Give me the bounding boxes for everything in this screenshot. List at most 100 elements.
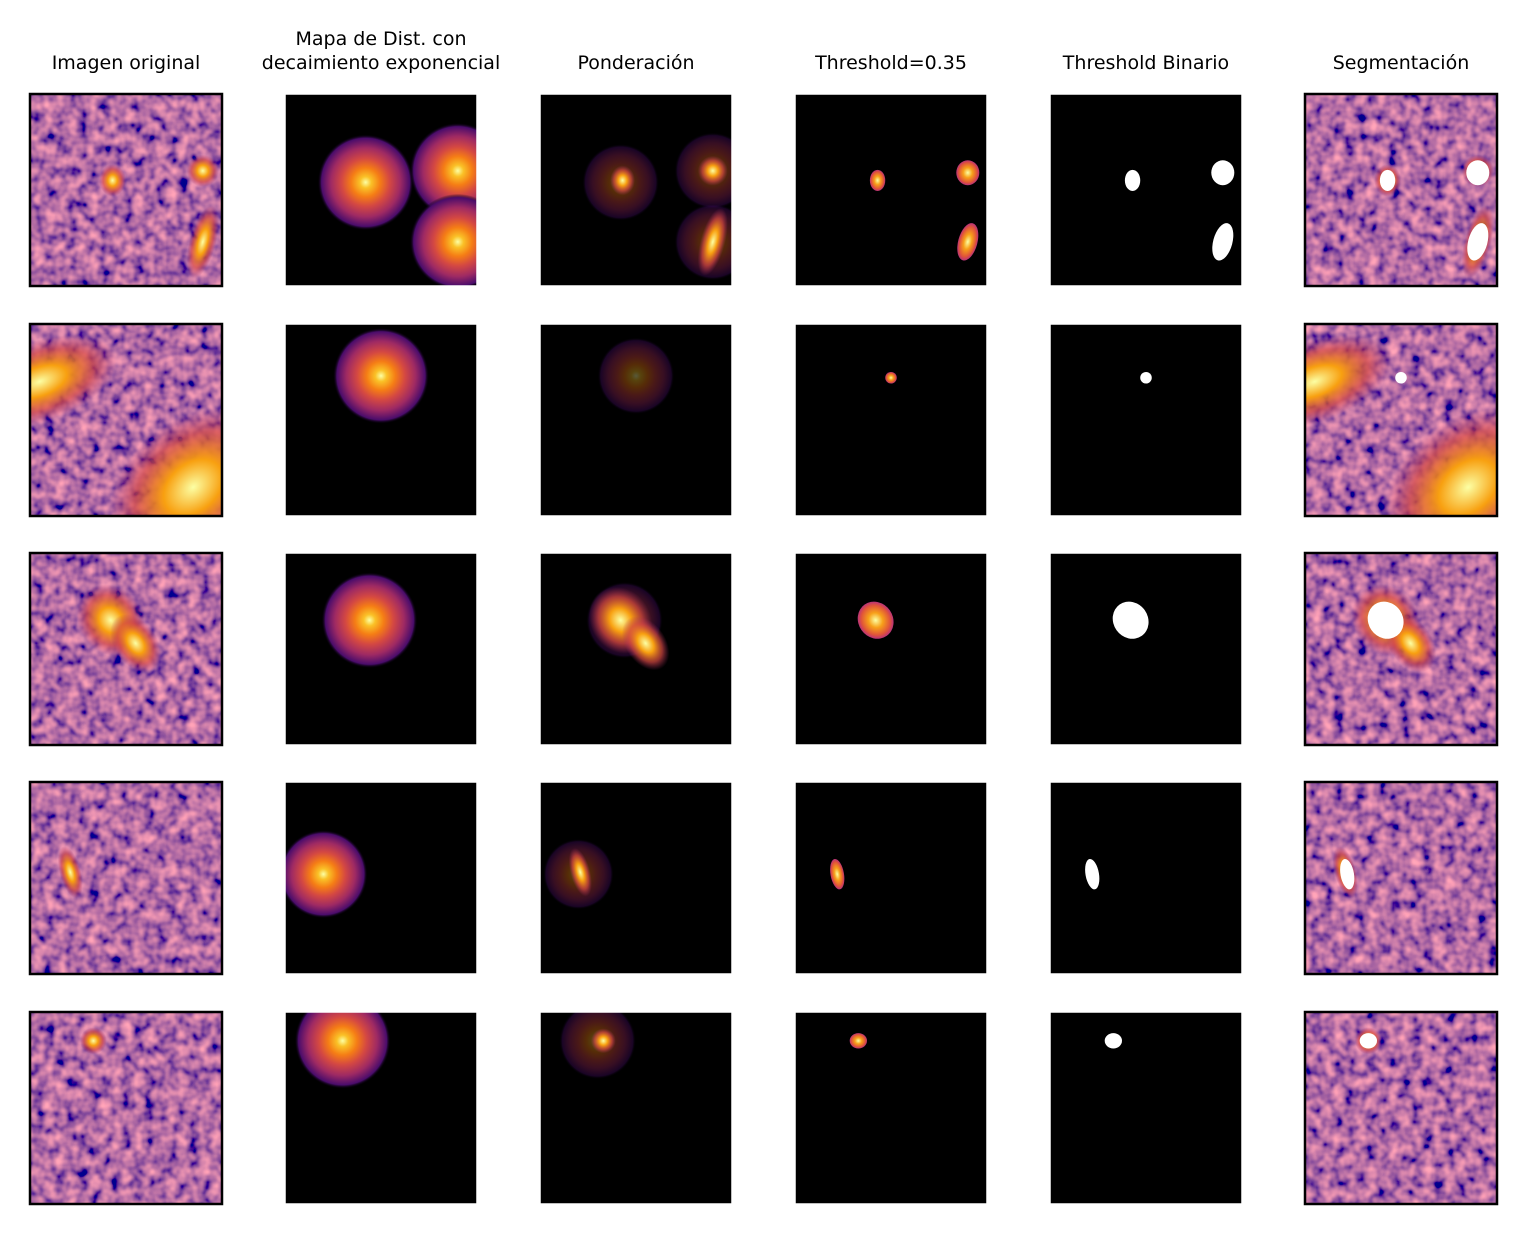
bright-source: [186, 205, 220, 279]
image-panel: [1305, 1012, 1497, 1204]
bright-source: [186, 154, 219, 187]
image-panel: [795, 553, 987, 745]
panel-frame: [794, 1011, 988, 1205]
black-background: [795, 782, 987, 974]
panel-frame: [1303, 780, 1499, 976]
noise-background: [1305, 1012, 1497, 1204]
weighted-source: [568, 847, 592, 897]
noise-background: [30, 782, 222, 974]
panel-frame: [539, 781, 733, 975]
image-panel: [795, 782, 987, 974]
panel-frame: [284, 781, 478, 975]
panel-frame: [539, 323, 733, 517]
bright-source: [110, 614, 162, 673]
panel-frame: [1049, 323, 1243, 517]
image-panel: [285, 782, 477, 974]
distance-map: [285, 830, 368, 919]
panel-frame: [284, 93, 478, 287]
binary-blob: [1212, 223, 1234, 261]
column-title: decaimiento exponencial: [262, 52, 500, 74]
panel-frame: [28, 322, 224, 518]
image-panel: [285, 94, 477, 286]
image-panel: [540, 94, 732, 286]
column-title: Mapa de Dist. con: [295, 28, 466, 50]
segment-mask: [1340, 858, 1355, 890]
black-background: [795, 553, 987, 745]
segment-mask: [1466, 160, 1490, 186]
distance-map: [321, 572, 418, 669]
image-panel: [540, 553, 732, 745]
panel-frame: [284, 323, 478, 517]
weighted-source: [621, 616, 670, 671]
image-panel: [1050, 553, 1242, 745]
column-title: Ponderación: [577, 52, 694, 74]
bright-source: [79, 1027, 107, 1055]
image-panel: [285, 324, 477, 516]
image-panel: [30, 553, 222, 745]
column-title: Threshold=0.35: [814, 52, 967, 74]
panel-frame: [794, 323, 988, 517]
segment-mask: [1467, 223, 1489, 261]
panel-frame: [1303, 551, 1499, 747]
image-panel: [30, 324, 222, 516]
bright-source: [109, 407, 222, 516]
panel-frame: [1049, 781, 1243, 975]
bright-source: [30, 334, 117, 429]
image-panel: [285, 1012, 477, 1204]
panel-frame: [28, 780, 224, 976]
distance-map: [294, 1012, 391, 1089]
distance-map: [409, 193, 477, 286]
threshold-blob: [830, 858, 845, 890]
panel-frame: [794, 93, 988, 287]
binary-blob: [1124, 169, 1141, 191]
image-panel: [540, 782, 732, 974]
binary-blob: [1140, 372, 1152, 384]
image-panel: [795, 324, 987, 516]
black-background: [795, 1012, 987, 1204]
segment-mask: [1367, 601, 1404, 639]
panel-frame: [1303, 92, 1499, 288]
image-panel: [30, 1012, 222, 1204]
image-panel: [795, 1012, 987, 1204]
threshold-blob: [849, 1033, 867, 1049]
image-panel: [30, 94, 222, 286]
segment-mask: [1359, 1033, 1377, 1049]
column-title: Imagen original: [52, 52, 201, 74]
binary-blob: [1104, 1033, 1122, 1049]
panel-frame: [28, 92, 224, 288]
panel-frame: [539, 552, 733, 746]
image-panel: [1050, 1012, 1242, 1204]
image-panel: [1050, 94, 1242, 286]
weighted-source: [697, 207, 728, 276]
image-panel: [795, 94, 987, 286]
panel-frame: [1049, 552, 1243, 746]
image-panel: [285, 553, 477, 745]
panel-frame: [1303, 1010, 1499, 1206]
column-title: Threshold Binario: [1062, 52, 1229, 74]
panel-frame: [284, 552, 478, 746]
bright-source: [57, 846, 83, 899]
binary-blob: [1211, 160, 1235, 186]
black-background: [795, 324, 987, 516]
image-panel: [1050, 324, 1242, 516]
panel-frame: [1303, 322, 1499, 518]
weighted-source: [590, 1028, 616, 1054]
panel-frame: [539, 1011, 733, 1205]
panel-frame: [28, 1010, 224, 1206]
black-background: [1050, 782, 1242, 974]
bright-source: [1384, 407, 1497, 516]
threshold-blob: [869, 169, 886, 191]
panel-frame: [794, 781, 988, 975]
bright-source: [1305, 334, 1392, 429]
image-panel: [1050, 782, 1242, 974]
black-background: [795, 94, 987, 286]
threshold-blob: [956, 160, 980, 186]
image-panel: [540, 1012, 732, 1204]
noise-background: [30, 1012, 222, 1204]
threshold-blob: [885, 372, 897, 384]
image-panel: [1305, 94, 1497, 286]
weighted-source: [697, 155, 728, 186]
panel-frame: [1049, 93, 1243, 287]
binary-blob: [1112, 601, 1149, 639]
